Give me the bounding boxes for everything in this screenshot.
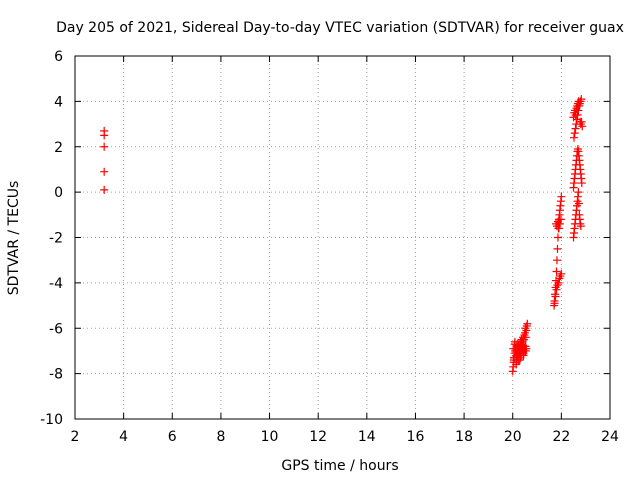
x-tick-label: 16 [407, 429, 425, 445]
data-point [574, 97, 583, 106]
data-point [571, 124, 580, 133]
data-point [550, 299, 559, 308]
data-point [552, 267, 561, 276]
data-point [518, 337, 527, 346]
data-point [100, 167, 109, 176]
data-point [519, 351, 528, 360]
y-tick-label: -8 [49, 367, 63, 383]
data-point [553, 233, 562, 242]
data-point [551, 292, 560, 301]
data-point [556, 215, 565, 224]
data-point [554, 278, 563, 287]
y-tick-label: 4 [54, 94, 63, 110]
y-tick-label: -6 [49, 321, 63, 337]
data-point [515, 356, 524, 365]
y-axis-title: SDTVAR / TECUs [6, 181, 22, 296]
data-points [100, 95, 587, 376]
data-point [570, 129, 579, 138]
y-tick-label: -4 [49, 276, 63, 292]
data-point [100, 142, 109, 151]
x-tick-label: 12 [309, 429, 327, 445]
y-tick-label: 6 [54, 49, 63, 65]
data-point [100, 185, 109, 194]
grid [75, 56, 610, 419]
x-tick-label: 10 [261, 429, 279, 445]
x-tick-label: 20 [504, 429, 522, 445]
data-point [557, 192, 566, 201]
x-tick-label: 6 [168, 429, 177, 445]
data-point [521, 333, 530, 342]
data-point [521, 346, 530, 355]
data-point [553, 244, 562, 253]
data-point [578, 122, 587, 131]
data-point [577, 117, 586, 126]
data-point [555, 219, 564, 228]
x-tick-label: 8 [216, 429, 225, 445]
data-point [575, 101, 584, 110]
x-axis-title: GPS time / hours [281, 458, 398, 474]
data-point [523, 319, 532, 328]
x-tick-label: 14 [358, 429, 376, 445]
data-point [100, 131, 109, 140]
chart-title: Day 205 of 2021, Sidereal Day-to-day VTE… [56, 20, 624, 36]
data-point [577, 179, 586, 188]
y-tick-label: 0 [54, 185, 63, 201]
y-tick-label: -10 [40, 412, 63, 428]
x-axis: 2 4 6 8 10 12 14 16 18 20 22 24 [71, 56, 619, 445]
data-point [571, 110, 580, 119]
data-point [570, 133, 579, 142]
x-tick-label: 22 [552, 429, 570, 445]
data-point [552, 256, 561, 265]
data-point [574, 199, 583, 208]
y-tick-label: -2 [49, 231, 63, 247]
y-tick-label: 2 [54, 140, 63, 156]
x-tick-label: 4 [119, 429, 128, 445]
x-tick-label: 2 [71, 429, 80, 445]
data-point [576, 222, 585, 231]
data-point [513, 340, 522, 349]
data-point [557, 269, 566, 278]
x-tick-label: 24 [601, 429, 619, 445]
data-point [574, 188, 583, 197]
y-axis: 6 4 2 0 -2 -4 -6 -8 -10 [40, 49, 610, 428]
x-tick-label: 18 [455, 429, 473, 445]
data-point [554, 224, 563, 233]
data-point [552, 285, 561, 294]
